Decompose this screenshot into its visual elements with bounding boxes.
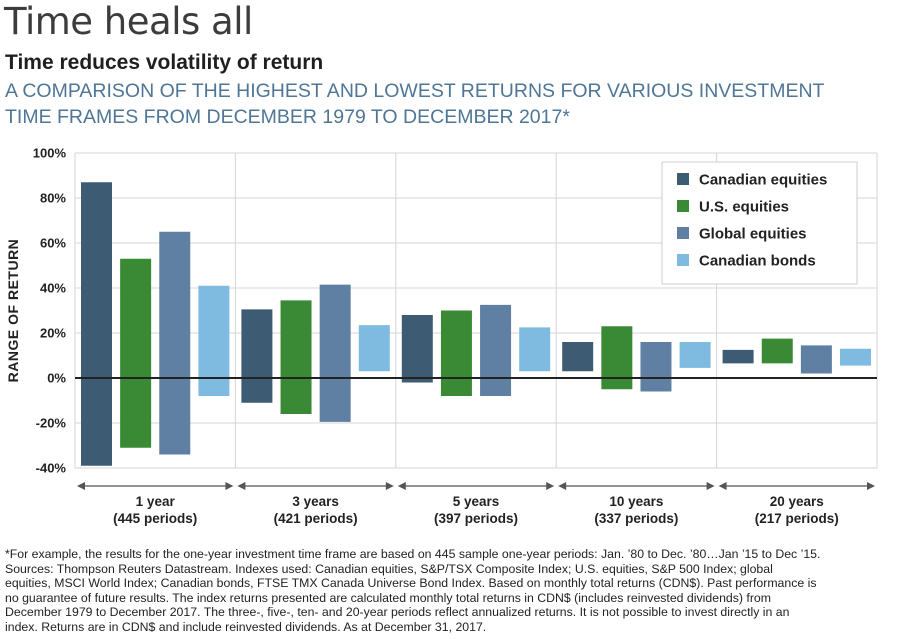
bar bbox=[840, 348, 871, 366]
description-line: TIME FRAMES FROM DECEMBER 1979 TO DECEMB… bbox=[5, 106, 570, 128]
y-tick-label: -40% bbox=[36, 461, 67, 476]
arrow-right-icon bbox=[546, 482, 555, 490]
bar bbox=[480, 304, 512, 396]
bar bbox=[722, 349, 754, 364]
y-axis-label: RANGE OF RETURN bbox=[5, 239, 21, 383]
bar bbox=[440, 310, 472, 396]
legend-label: Global equities bbox=[699, 226, 807, 243]
x-axis-groups: 1 year (445 periods) 3 years (421 periods) 5… bbox=[77, 482, 875, 526]
page-subtitle: Time reduces volatility of return bbox=[5, 51, 324, 74]
legend-label: Canadian equities bbox=[699, 172, 827, 189]
y-tick-label: 80% bbox=[40, 191, 66, 206]
group-label: 5 years bbox=[453, 494, 500, 509]
group-label: 3 years bbox=[292, 494, 339, 509]
bar bbox=[319, 284, 351, 422]
arrow-right-icon bbox=[225, 482, 234, 490]
page-title: Time heals all bbox=[4, 0, 253, 43]
bar bbox=[519, 327, 551, 372]
bar bbox=[120, 258, 152, 448]
arrow-left-icon bbox=[397, 482, 406, 490]
bar bbox=[280, 300, 312, 414]
footnote-line: no guarantee of future results. The inde… bbox=[5, 590, 771, 605]
arrow-left-icon bbox=[237, 482, 246, 490]
range-of-return-chart: -40% -20% 0% 20% 40% 60% 80% 100% RANGE OF RETU… bbox=[5, 146, 878, 526]
group-sublabel: (337 periods) bbox=[594, 511, 678, 526]
arrow-left-icon bbox=[718, 482, 727, 490]
group-sublabel: (445 periods) bbox=[113, 511, 197, 526]
bar bbox=[601, 326, 633, 390]
legend-swatch bbox=[677, 173, 689, 185]
group-label: 1 year bbox=[136, 494, 176, 509]
legend-swatch bbox=[677, 200, 689, 212]
arrow-left-icon bbox=[558, 482, 567, 490]
footnote-line: December 1979 to December 2017. The thre… bbox=[5, 605, 790, 620]
bar bbox=[358, 325, 390, 372]
legend-label: U.S. equities bbox=[699, 199, 789, 216]
description-line: A COMPARISON OF THE HIGHEST AND LOWEST R… bbox=[5, 80, 825, 102]
bar bbox=[81, 182, 112, 466]
y-tick-label: -20% bbox=[36, 416, 67, 431]
bar bbox=[198, 285, 230, 396]
footnote-line: index. Returns are in CDN$ and include r… bbox=[5, 619, 487, 634]
bar bbox=[800, 345, 832, 374]
arrow-left-icon bbox=[77, 482, 85, 490]
bar bbox=[761, 338, 793, 364]
bar bbox=[679, 342, 711, 368]
footnote-line: equities, MSCI World Index; Canadian bon… bbox=[5, 576, 817, 591]
y-tick-label: 100% bbox=[33, 146, 67, 161]
arrow-right-icon bbox=[867, 482, 875, 490]
group-label: 10 years bbox=[609, 494, 663, 509]
legend-label: Canadian bonds bbox=[699, 253, 816, 270]
group-sublabel: (397 periods) bbox=[434, 511, 518, 526]
group-label: 20 years bbox=[770, 494, 824, 509]
footnote: *For example, the results for the one-ye… bbox=[5, 547, 907, 635]
bars bbox=[81, 182, 871, 466]
chart-description: A COMPARISON OF THE HIGHEST AND LOWEST R… bbox=[5, 78, 885, 130]
y-tick-label: 0% bbox=[47, 371, 66, 386]
y-tick-label: 20% bbox=[40, 326, 66, 341]
footnote-line: Sources: Thompson Reuters Datastream. In… bbox=[5, 561, 773, 576]
footnote-line: *For example, the results for the one-ye… bbox=[5, 547, 821, 561]
bar bbox=[401, 315, 433, 383]
bar bbox=[562, 342, 594, 372]
y-tick-label: 40% bbox=[40, 281, 66, 296]
legend-swatch bbox=[677, 254, 689, 266]
y-tick-label: 60% bbox=[40, 236, 66, 251]
y-axis-ticks: -40% -20% 0% 20% 40% 60% 80% 100% bbox=[33, 146, 67, 476]
legend: Canadian equities U.S. equities Global equ… bbox=[661, 161, 858, 285]
group-sublabel: (421 periods) bbox=[274, 511, 358, 526]
group-sublabel: (217 periods) bbox=[755, 511, 839, 526]
arrow-right-icon bbox=[706, 482, 715, 490]
bar bbox=[241, 309, 273, 403]
legend-box bbox=[661, 161, 858, 285]
arrow-right-icon bbox=[385, 482, 394, 490]
bar bbox=[159, 231, 191, 455]
legend-swatch bbox=[677, 227, 689, 239]
bar bbox=[640, 342, 672, 392]
